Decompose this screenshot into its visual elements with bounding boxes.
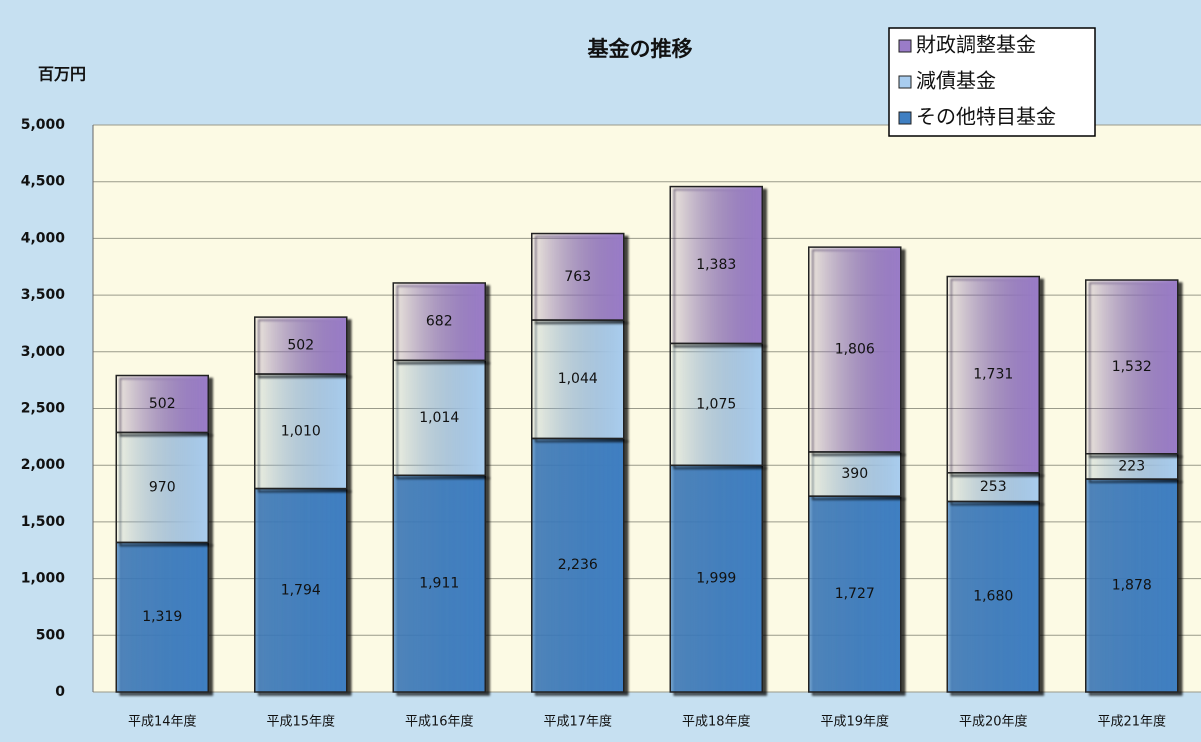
data-label: 1,731 [973, 367, 1013, 383]
x-tick-label: 平成19年度 [820, 714, 889, 730]
y-tick-label: 4,000 [21, 230, 66, 246]
y-tick-label: 3,000 [21, 344, 66, 360]
bar-segment [946, 275, 1040, 474]
legend-label: 減債基金 [916, 69, 996, 93]
bar-segment [946, 500, 1040, 693]
bar-segment [808, 246, 902, 453]
data-label: 1,075 [696, 396, 736, 412]
data-label: 1,532 [1112, 359, 1152, 375]
y-tick-label: 1,500 [21, 514, 66, 530]
bar-segment [669, 185, 763, 345]
y-tick-label: 2,500 [21, 401, 66, 417]
data-label: 1,806 [835, 342, 875, 358]
y-tick-label: 2,000 [21, 457, 66, 473]
data-label: 763 [564, 269, 591, 285]
bar-segment [254, 373, 348, 490]
data-label: 1,319 [142, 609, 182, 625]
legend-box [888, 27, 1096, 137]
y-tick-label: 5,000 [21, 117, 66, 133]
bar-segment [392, 359, 486, 477]
y-tick-label: 500 [36, 627, 65, 643]
bar-segment [115, 374, 209, 434]
data-label: 502 [287, 338, 314, 354]
bar-segment [946, 472, 1040, 503]
x-tick-label: 平成16年度 [405, 714, 474, 730]
data-label: 2,236 [558, 557, 598, 573]
x-tick-label: 平成17年度 [543, 714, 612, 730]
data-label: 682 [426, 314, 453, 330]
legend-swatch [898, 75, 912, 89]
data-label: 223 [1118, 458, 1145, 474]
data-label: 1,878 [1112, 578, 1152, 594]
bar-segment [1085, 279, 1179, 455]
data-label: 1,999 [696, 571, 736, 587]
data-label: 253 [980, 479, 1007, 495]
legend-swatch [898, 39, 912, 53]
chart-title: 基金の推移 [588, 37, 693, 61]
bar-segment [531, 232, 625, 321]
bar-segment [531, 437, 625, 693]
x-tick-label: 平成14年度 [128, 714, 197, 730]
data-label: 1,911 [419, 576, 459, 592]
data-label: 502 [149, 396, 176, 412]
bar-segment [392, 474, 486, 693]
data-label: 390 [841, 466, 868, 482]
y-axis-label: 百万円 [38, 65, 86, 84]
data-label: 1,010 [281, 423, 321, 439]
x-tick-label: 平成18年度 [682, 714, 751, 730]
data-label: 1,044 [558, 371, 598, 387]
y-tick-label: 4,500 [21, 174, 66, 190]
x-tick-label: 平成21年度 [1097, 714, 1166, 730]
bar-segment [808, 451, 902, 497]
legend-label: その他特目基金 [916, 105, 1056, 129]
x-tick-label: 平成15年度 [266, 714, 335, 730]
bar-segment [669, 342, 763, 467]
legend-swatch [898, 111, 912, 125]
y-tick-label: 3,500 [21, 287, 66, 303]
bar-segment [392, 282, 486, 362]
data-label: 1,727 [835, 586, 875, 602]
bar-segment [669, 464, 763, 693]
y-tick-label: 0 [55, 684, 65, 700]
x-tick-label: 平成20年度 [959, 714, 1028, 730]
bar-segment [254, 316, 348, 375]
bar-segment [1085, 478, 1179, 693]
y-tick-label: 1,000 [21, 571, 66, 587]
bar-segment [254, 487, 348, 693]
legend-label: 財政調整基金 [916, 33, 1036, 57]
bar-segment [531, 319, 625, 440]
bar-segment [808, 495, 902, 693]
data-label: 1,794 [281, 582, 321, 598]
data-label: 1,383 [696, 257, 736, 273]
data-label: 970 [149, 479, 176, 495]
data-label: 1,014 [419, 410, 459, 426]
data-label: 1,680 [973, 589, 1013, 605]
